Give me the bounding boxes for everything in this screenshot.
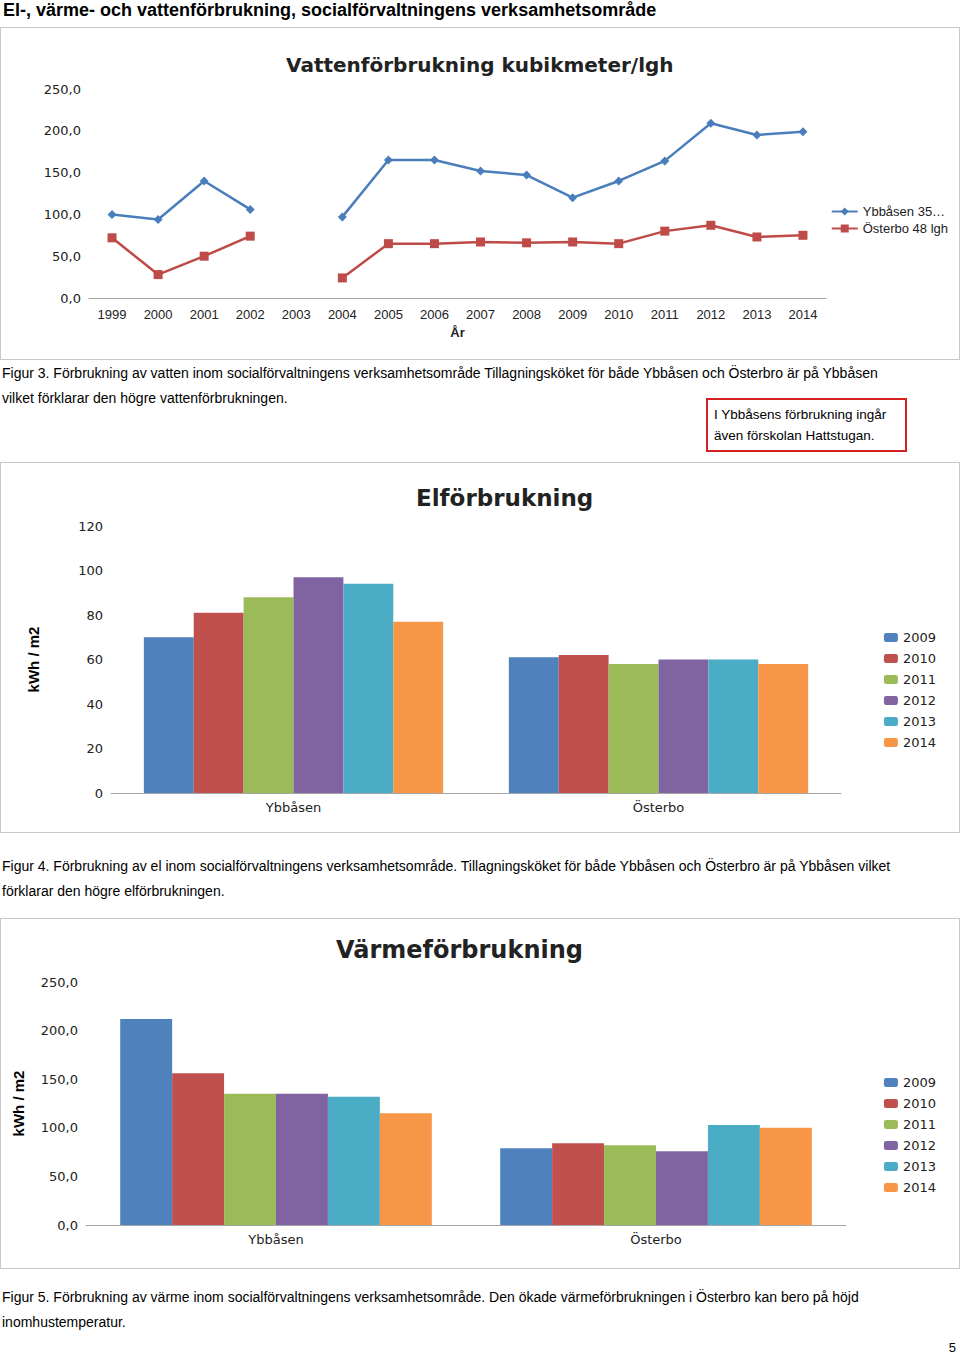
- svg-text:100: 100: [78, 563, 103, 578]
- svg-text:1999: 1999: [98, 307, 127, 322]
- html-text:Figur 4. Förbrukning av el ino: Figur 4. Förbrukning av el inom socialfö…: [2, 858, 891, 874]
- html-text:5: 5: [948, 1340, 956, 1355]
- svg-text:40: 40: [86, 697, 103, 712]
- svg-text:2011: 2011: [903, 672, 936, 687]
- svg-text:2000: 2000: [144, 307, 173, 322]
- svg-text:Ybbåsen: Ybbåsen: [265, 800, 321, 815]
- svg-text:År: År: [450, 325, 464, 340]
- html-text:I Ybbåsens förbrukning ingår: I Ybbåsens förbrukning ingår: [714, 407, 887, 422]
- svg-text:Österbo: Österbo: [630, 1231, 682, 1247]
- svg-text:2010: 2010: [903, 1096, 936, 1111]
- svg-text:2009: 2009: [558, 307, 587, 322]
- html-text:Figur 3. Förbrukning av vatten: Figur 3. Förbrukning av vatten inom soci…: [2, 365, 878, 381]
- svg-text:2011: 2011: [651, 307, 679, 322]
- svg-text:50,0: 50,0: [49, 1169, 78, 1184]
- svg-text:60: 60: [86, 652, 103, 667]
- svg-text:0,0: 0,0: [57, 1218, 78, 1233]
- svg-text:2005: 2005: [374, 307, 403, 322]
- svg-text:2013: 2013: [903, 714, 936, 729]
- svg-text:100,0: 100,0: [44, 207, 81, 222]
- svg-text:2010: 2010: [903, 651, 936, 666]
- svg-text:20: 20: [86, 741, 103, 756]
- svg-text:0: 0: [95, 786, 103, 801]
- svg-text:2002: 2002: [236, 307, 265, 322]
- svg-text:Ybbåsen: Ybbåsen: [247, 1232, 303, 1247]
- html-text:El-, värme- och vattenförbrukn: El-, värme- och vattenförbrukning, socia…: [3, 0, 657, 20]
- svg-text:Österbo 48 lgh: Österbo 48 lgh: [863, 221, 948, 236]
- svg-text:120: 120: [78, 519, 103, 534]
- svg-text:2001: 2001: [190, 307, 219, 322]
- svg-text:100,0: 100,0: [41, 1120, 78, 1135]
- svg-text:2012: 2012: [696, 307, 725, 322]
- svg-text:2003: 2003: [282, 307, 311, 322]
- html-text:förklarar den högre elförbrukn: förklarar den högre elförbrukningen.: [2, 883, 225, 899]
- svg-text:kWh / m2: kWh / m2: [25, 627, 42, 693]
- html-text:vilket förklarar den högre vat: vilket förklarar den högre vattenförbruk…: [2, 390, 288, 406]
- svg-text:2012: 2012: [903, 1138, 936, 1153]
- svg-text:2006: 2006: [420, 307, 449, 322]
- svg-text:2009: 2009: [903, 630, 936, 645]
- svg-text:2014: 2014: [903, 735, 936, 750]
- svg-text:2013: 2013: [742, 307, 771, 322]
- svg-text:Värmeförbrukning: Värmeförbrukning: [336, 936, 583, 964]
- html-text:Figur 5. Förbrukning av värme: Figur 5. Förbrukning av värme inom socia…: [2, 1289, 859, 1305]
- svg-text:0,0: 0,0: [60, 291, 81, 306]
- svg-text:2013: 2013: [903, 1159, 936, 1174]
- svg-text:Österbo: Österbo: [633, 799, 685, 815]
- svg-text:2008: 2008: [512, 307, 541, 322]
- html-text:även förskolan Hattstugan.: även förskolan Hattstugan.: [714, 428, 875, 443]
- svg-text:Ybbåsen 35…: Ybbåsen 35…: [863, 204, 945, 219]
- svg-text:80: 80: [86, 608, 103, 623]
- svg-text:2009: 2009: [903, 1075, 936, 1090]
- svg-text:50,0: 50,0: [52, 249, 81, 264]
- svg-text:2014: 2014: [903, 1180, 936, 1195]
- svg-text:kWh / m2: kWh / m2: [10, 1071, 27, 1137]
- svg-text:Elförbrukning: Elförbrukning: [416, 485, 593, 511]
- svg-text:150,0: 150,0: [44, 165, 81, 180]
- svg-text:2014: 2014: [789, 307, 818, 322]
- svg-text:2004: 2004: [328, 307, 357, 322]
- svg-text:2010: 2010: [604, 307, 633, 322]
- svg-text:2007: 2007: [466, 307, 495, 322]
- svg-text:Vattenförbrukning kubikmeter/l: Vattenförbrukning kubikmeter/lgh: [286, 53, 674, 77]
- svg-text:2012: 2012: [903, 693, 936, 708]
- svg-text:250,0: 250,0: [41, 975, 78, 990]
- svg-text:2011: 2011: [903, 1117, 936, 1132]
- svg-text:200,0: 200,0: [41, 1023, 78, 1038]
- html-text:inomhustemperatur.: inomhustemperatur.: [2, 1314, 126, 1330]
- svg-text:200,0: 200,0: [44, 123, 81, 138]
- svg-text:150,0: 150,0: [41, 1072, 78, 1087]
- svg-text:250,0: 250,0: [44, 82, 81, 97]
